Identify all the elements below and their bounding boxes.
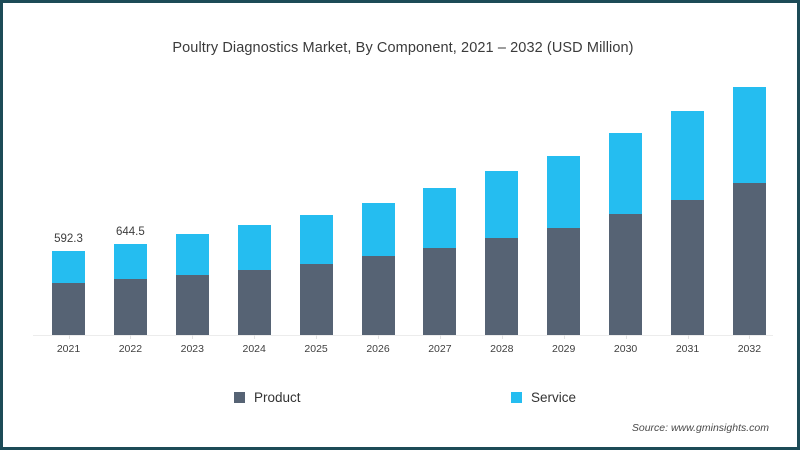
bar-group[interactable] (299, 214, 333, 335)
bar-segment-service[interactable] (609, 132, 643, 214)
bar-group[interactable] (547, 155, 581, 335)
x-axis-tick (316, 335, 318, 339)
bar-group[interactable] (423, 187, 457, 335)
bar-segment-product[interactable] (671, 199, 704, 335)
legend-label: Service (531, 389, 577, 405)
x-axis-label: 2027 (428, 343, 452, 355)
bar-segment-service[interactable] (485, 170, 519, 238)
bar-segment-product[interactable] (423, 247, 457, 335)
chart-inner-frame (6, 6, 797, 447)
bar-group[interactable] (485, 170, 519, 335)
legend-item-service[interactable]: Service (511, 386, 576, 408)
x-axis-label: 2030 (613, 343, 638, 355)
bar-value-label: 592.3 (54, 233, 83, 245)
x-axis-tick (439, 335, 441, 339)
bar-segment-product[interactable] (52, 282, 85, 335)
bar-segment-service[interactable] (113, 243, 147, 279)
chart-title: Poultry Diagnostics Market, By Component… (172, 40, 634, 56)
x-axis-tick (192, 335, 194, 339)
x-axis-label: 2028 (490, 343, 514, 355)
bar-group[interactable] (732, 86, 766, 335)
legend-swatch-icon (234, 391, 245, 403)
x-axis-label: 2024 (242, 343, 266, 355)
x-axis-tick (501, 335, 503, 339)
x-axis-tick (130, 335, 132, 339)
bar-segment-product[interactable] (299, 263, 333, 335)
plot-area: 592.3 644.5 2021 2022 2023 2024 2025 2026 2027 2… (3, 3, 797, 447)
bar-group[interactable] (671, 110, 704, 335)
bar-group[interactable] (52, 251, 85, 335)
bar-segment-product[interactable] (113, 278, 147, 335)
legend-item-product[interactable]: Product (234, 386, 301, 408)
x-axis-label: 2031 (675, 343, 700, 355)
bar-value-label: 644.5 (116, 225, 145, 238)
x-axis-label: 2032 (737, 343, 762, 355)
bar-segment-product[interactable] (237, 269, 271, 335)
x-axis-label: 2021 (56, 343, 81, 355)
bar-segment-service[interactable] (423, 187, 457, 248)
bar-segment-service[interactable] (547, 155, 581, 228)
bar-group[interactable] (361, 202, 395, 335)
bar-segment-service[interactable] (237, 224, 271, 270)
bar-segment-service[interactable] (361, 202, 395, 256)
bar-segment-product[interactable] (361, 255, 395, 335)
x-axis-tick (749, 335, 751, 339)
bar-segment-service[interactable] (732, 86, 766, 183)
x-axis-label: 2026 (366, 343, 390, 355)
legend-swatch-icon (511, 391, 522, 403)
x-axis-label: 2023 (180, 343, 204, 355)
source-attribution: Source: www.gminsights.com (631, 422, 769, 434)
bar-group[interactable] (237, 224, 271, 335)
bar-segment-product[interactable] (485, 237, 519, 335)
bar-segment-service[interactable] (52, 251, 85, 283)
x-axis-label: 2025 (304, 343, 328, 355)
bar-segment-service[interactable] (175, 233, 209, 275)
bar-segment-product[interactable] (732, 182, 766, 335)
x-axis-tick (68, 335, 70, 339)
x-axis-tick (254, 335, 256, 339)
x-axis-tick (378, 335, 379, 339)
bar-group[interactable] (113, 243, 147, 335)
x-axis-label: 2029 (552, 343, 576, 355)
x-axis-tick (563, 335, 565, 339)
legend-label: Product (254, 389, 301, 405)
bar-group[interactable] (175, 233, 209, 335)
x-axis-tick (625, 335, 627, 339)
bar-segment-product[interactable] (609, 213, 643, 335)
bar-segment-service[interactable] (299, 214, 333, 264)
x-axis-tick (687, 335, 689, 339)
chart-legend: Product Service (3, 386, 797, 408)
bar-segment-product[interactable] (175, 274, 209, 335)
bar-group[interactable] (609, 132, 643, 335)
bar-segment-service[interactable] (671, 110, 704, 200)
x-axis-baseline (33, 335, 773, 336)
x-axis-label: 2022 (118, 343, 143, 355)
bar-segment-product[interactable] (547, 227, 581, 335)
